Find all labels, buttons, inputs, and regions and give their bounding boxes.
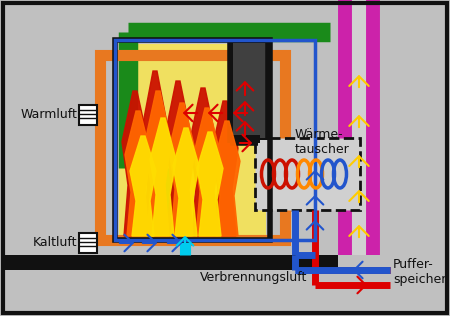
Polygon shape [214, 121, 240, 236]
Text: Wärme-
tauscher: Wärme- tauscher [295, 128, 350, 156]
Polygon shape [169, 103, 195, 236]
Polygon shape [212, 101, 238, 236]
Bar [115, 40, 270, 240]
Bar [115, 40, 315, 240]
Bar [233, 43, 267, 138]
Bar [100, 55, 285, 240]
Bar [79, 233, 97, 253]
Polygon shape [122, 91, 148, 236]
Bar [119, 44, 266, 236]
Bar [255, 138, 360, 210]
Polygon shape [173, 128, 199, 236]
Polygon shape [165, 81, 191, 236]
Polygon shape [142, 71, 168, 236]
Polygon shape [194, 108, 220, 236]
Text: Warmluft: Warmluft [20, 108, 77, 121]
Text: Verbrennungsluft: Verbrennungsluft [200, 271, 307, 284]
Polygon shape [150, 118, 176, 236]
Polygon shape [125, 111, 151, 236]
Bar [230, 40, 270, 140]
Polygon shape [130, 136, 156, 236]
Text: Puffer-
speicher: Puffer- speicher [393, 258, 446, 286]
Bar [350, 0, 368, 255]
Polygon shape [190, 88, 216, 236]
Bar [3, 255, 338, 270]
Polygon shape [197, 132, 223, 236]
Bar [230, 135, 260, 143]
Text: Kaltluft: Kaltluft [32, 236, 77, 250]
Bar [79, 105, 97, 125]
Polygon shape [145, 91, 171, 236]
